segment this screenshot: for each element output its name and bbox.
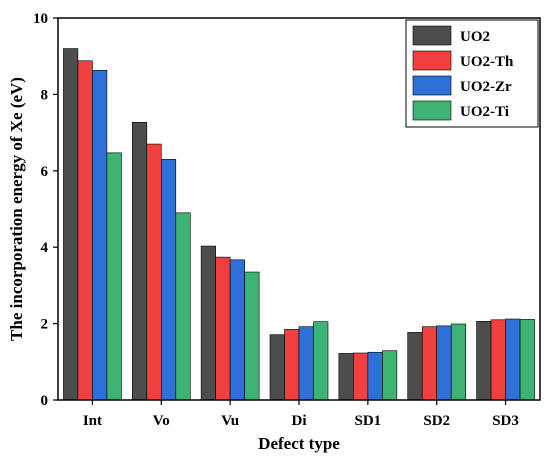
y-axis-ticks: 0 2 4 6 8 10 xyxy=(33,11,58,409)
legend-label: UO2-Zr xyxy=(460,79,512,95)
bar-uo2-zr-sd2 xyxy=(436,325,452,401)
bar-uo2-ti-di xyxy=(313,321,329,401)
bar-uo2-ti-int xyxy=(106,152,122,401)
x-tick-label: Vo xyxy=(153,413,170,429)
legend-label: UO2-Th xyxy=(460,54,514,70)
y-axis-title: The incorporation energy of Xe (eV) xyxy=(7,77,26,341)
legend-swatch-uo2-zr xyxy=(412,75,452,96)
x-axis-ticks: Int Vo Vu Di SD1 SD2 SD3 xyxy=(83,400,519,429)
bar-uo2-vu xyxy=(200,245,216,401)
bar-uo2-zr-int xyxy=(92,70,108,401)
x-axis-title: Defect type xyxy=(258,434,340,453)
plot-frame xyxy=(57,17,541,401)
x-tick-label: Di xyxy=(292,413,307,429)
bar-uo2-zr-di xyxy=(298,326,314,401)
legend-swatch-uo2-ti xyxy=(412,100,452,121)
bar-uo2-sd3 xyxy=(476,321,492,401)
y-tick-label: 0 xyxy=(41,393,49,409)
y-tick-label: 8 xyxy=(41,87,49,103)
bar-uo2-th-int xyxy=(77,60,93,401)
x-tick-label: SD3 xyxy=(492,413,519,429)
y-tick-label: 10 xyxy=(33,11,48,27)
bar-uo2-ti-sd3 xyxy=(519,319,535,401)
bar-uo2-ti-sd1 xyxy=(382,350,398,401)
legend: UO2 UO2-Th UO2-Zr UO2-Ti xyxy=(405,19,539,128)
bar-uo2-zr-vo xyxy=(160,159,177,401)
legend-label: UO2 xyxy=(460,29,490,45)
x-tick-label: SD2 xyxy=(423,413,450,429)
bar-uo2-ti-vo xyxy=(175,212,191,401)
bar-uo2-di xyxy=(269,334,285,401)
bar-uo2-sd2 xyxy=(407,332,423,401)
x-tick-label: SD1 xyxy=(355,413,382,429)
bar-uo2-ti-vu xyxy=(244,271,260,401)
legend-swatch-uo2-th xyxy=(412,50,452,71)
bar-uo2-th-sd2 xyxy=(421,326,438,401)
x-tick-label: Vu xyxy=(221,413,239,429)
bar-uo2-int xyxy=(63,48,79,401)
bars-group xyxy=(63,48,535,401)
bar-uo2-zr-vu xyxy=(229,259,245,401)
y-tick-label: 4 xyxy=(41,240,49,256)
bar-uo2-th-vu xyxy=(215,256,231,401)
bar-uo2-th-vo xyxy=(146,143,162,401)
bar-uo2-zr-sd1 xyxy=(367,351,383,401)
bar-uo2-zr-sd3 xyxy=(505,318,521,401)
bar-uo2-th-di xyxy=(284,329,300,401)
bar-uo2-th-sd3 xyxy=(490,319,506,401)
y-tick-label: 6 xyxy=(41,164,49,180)
bar-uo2-ti-sd2 xyxy=(450,323,467,401)
x-tick-label: Int xyxy=(83,413,102,429)
legend-label: UO2-Ti xyxy=(460,104,509,120)
legend-swatch-uo2 xyxy=(412,25,452,46)
y-tick-label: 2 xyxy=(41,317,49,333)
bar-uo2-sd1 xyxy=(338,353,354,401)
bar-uo2-vo xyxy=(131,121,148,401)
bar-uo2-th-sd1 xyxy=(353,352,369,401)
